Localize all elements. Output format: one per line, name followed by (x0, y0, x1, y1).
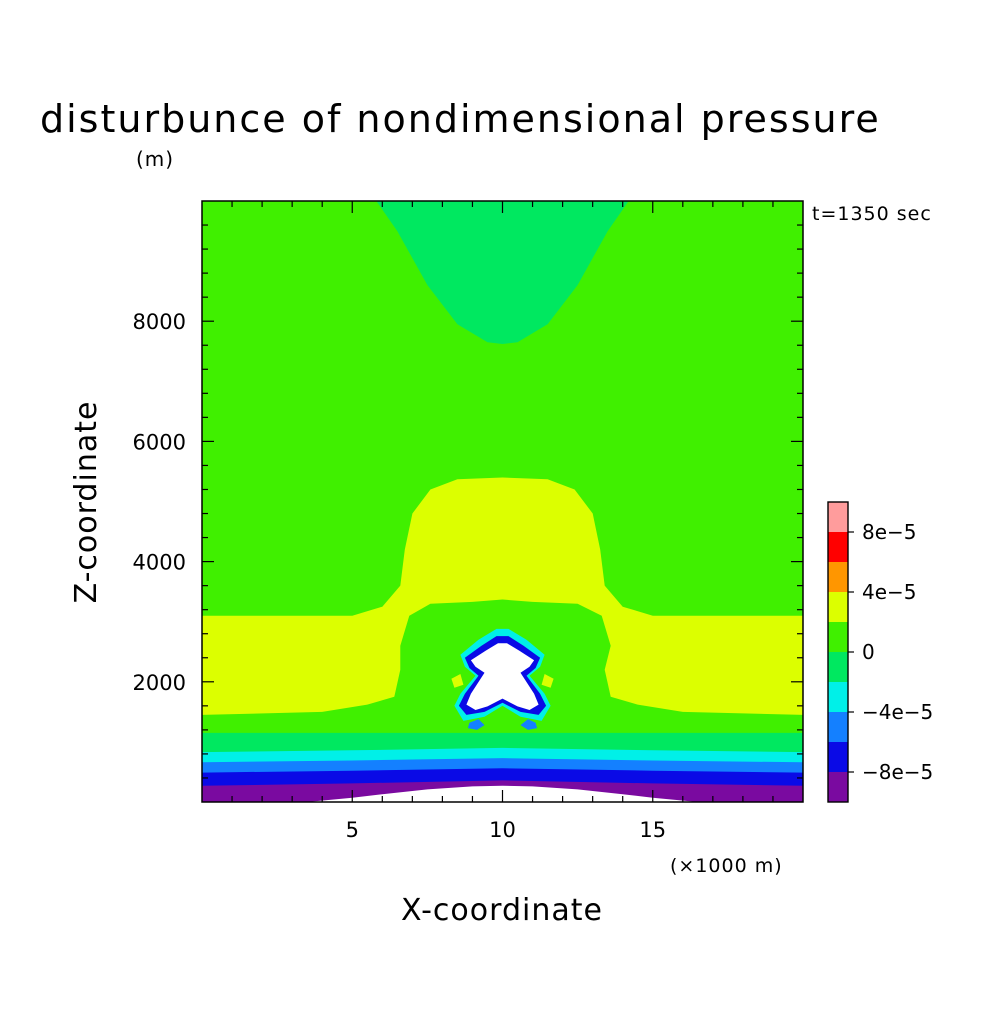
axis-ticks: 5 10 15 2000 4000 6000 8000 (133, 201, 803, 842)
x-tick-label: 5 (346, 818, 359, 842)
colorbar-tick-label: 8e−5 (862, 520, 917, 544)
colorbar-swatch (828, 712, 848, 742)
title-unit: (m) (136, 147, 174, 171)
y-tick-label: 4000 (133, 551, 186, 575)
x-axis-unit: (×1000 m) (670, 855, 783, 877)
region-cell-side-yellow-right (541, 674, 554, 688)
colorbar-swatch (828, 592, 848, 622)
region-cell-left-blob (467, 719, 485, 730)
colorbar-swatch (828, 562, 848, 592)
colorbar-tick-label: −8e−5 (862, 760, 933, 784)
x-tick-label: 15 (639, 818, 666, 842)
region-cell-right-blob (520, 719, 538, 730)
y-axis-label: Z-coordinate (69, 401, 104, 604)
colorbar-swatch (828, 652, 848, 682)
colorbar-swatch (828, 532, 848, 562)
region-cell-side-yellow-left (451, 674, 464, 688)
colorbar: −8e−5 −4e−5 0 4e−5 8e−5 (827, 501, 933, 803)
region-positive-band-and-dome (202, 477, 803, 715)
colorbar-swatch (828, 742, 848, 772)
region-cell-core-outside-range (466, 643, 539, 710)
x-axis-label: X-coordinate (401, 893, 603, 928)
x-tick-label: 10 (489, 818, 516, 842)
y-tick-label: 2000 (133, 671, 186, 695)
chart-title: disturbunce of nondimensional pressure (40, 97, 881, 141)
colorbar-swatch (828, 622, 848, 652)
colorbar-tick-label: −4e−5 (862, 700, 933, 724)
region-upper-negative-dome (376, 201, 629, 344)
colorbar-swatch (828, 772, 848, 802)
y-tick-label: 8000 (133, 310, 186, 334)
colorbar-swatch (828, 502, 848, 532)
y-tick-label: 6000 (133, 430, 186, 454)
colorbar-tick-label: 4e−5 (862, 580, 917, 604)
plot-area (202, 201, 803, 802)
time-label: t=1350 sec (812, 203, 932, 225)
colorbar-swatch (828, 682, 848, 712)
colorbar-tick-label: 0 (862, 640, 875, 664)
